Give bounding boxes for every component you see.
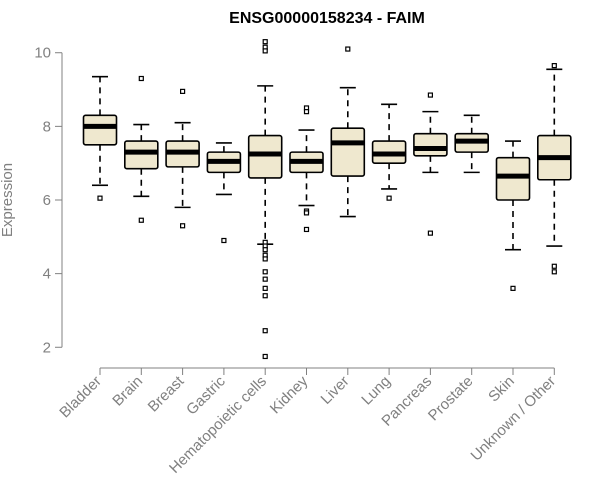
box-1 [124,75,159,223]
box-2 [165,88,200,229]
iqr-box [82,114,118,146]
x-tick-label: Lung [358,373,394,409]
outlier-point [262,48,268,54]
iqr-box [413,132,448,157]
box-5 [289,105,324,233]
outlier-point [262,39,268,45]
box-6 [330,46,366,218]
outlier-point [303,210,310,216]
outlier-point [262,328,268,334]
outlier-point [138,217,144,223]
x-tick-label: Skin [485,373,518,406]
x-tick-label: Bladder [56,373,105,422]
outlier-point [510,285,516,291]
chart-title: ENSG00000158234 - FAIM [229,10,425,27]
iqr-box [124,140,159,170]
y-axis: 2 4 6 8 10 [34,45,63,356]
box-7 [371,103,407,201]
outlier-point [551,263,557,269]
outlier-point [262,285,268,291]
x-tick-label: Breast [145,372,188,415]
y-tick-label: 8 [43,118,51,135]
y-tick-label: 6 [43,192,51,209]
outlier-point [97,195,103,201]
outlier-point [262,247,268,253]
box-8 [413,92,448,236]
y-tick-label: 2 [43,339,51,356]
box-10 [495,140,531,291]
box-4 [247,39,283,360]
outlier-point [386,195,392,201]
y-axis-title: Expression [0,163,16,237]
outlier-point [262,276,268,282]
outlier-point [221,237,227,244]
y-tick-label: 10 [34,45,51,62]
iqr-box [330,127,366,177]
outlier-point [551,269,557,275]
outlier-point [303,226,310,233]
outlier-point [180,88,186,94]
box-9 [454,114,490,174]
y-tick-label: 4 [43,266,51,283]
outlier-point [262,269,268,275]
outlier-point [262,353,268,360]
outlier-point [180,223,186,229]
boxes-group [82,39,572,360]
x-tick-label: Liver [318,373,353,408]
outlier-point [262,256,268,262]
x-tick-label: Prostate [425,373,477,425]
iqr-box [247,134,283,179]
x-tick-label: Brain [109,373,146,410]
box-0 [82,75,118,201]
outlier-point [551,63,557,69]
outlier-point [138,75,144,82]
x-tick-label: Kidney [267,372,312,417]
outlier-point [427,92,433,98]
box-3 [206,142,242,244]
outlier-point [427,230,433,236]
outlier-point [262,293,268,299]
outlier-point [303,109,310,115]
iqr-box [495,156,531,201]
box-11 [536,63,572,275]
outlier-point [345,46,351,52]
